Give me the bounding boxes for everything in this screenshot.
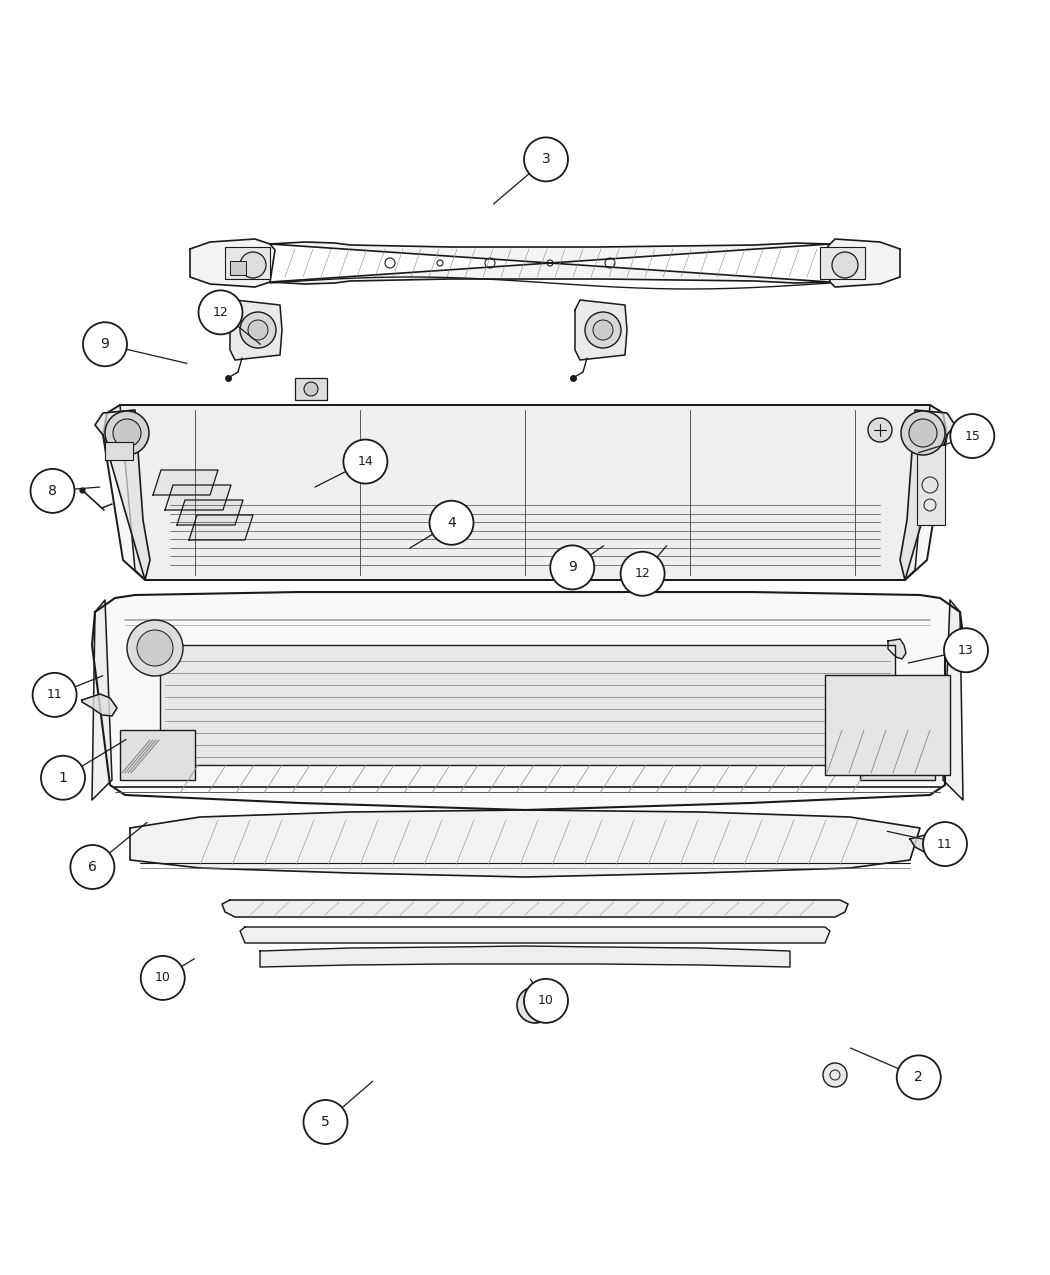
Circle shape xyxy=(593,320,613,340)
Circle shape xyxy=(868,418,892,442)
Bar xyxy=(917,445,945,525)
Circle shape xyxy=(303,1100,348,1144)
Circle shape xyxy=(113,419,141,448)
Polygon shape xyxy=(153,470,218,495)
Bar xyxy=(230,261,246,275)
Circle shape xyxy=(823,1063,847,1088)
Text: 13: 13 xyxy=(958,644,974,657)
Bar xyxy=(825,674,950,775)
Polygon shape xyxy=(240,927,830,944)
Polygon shape xyxy=(120,405,930,580)
Text: 5: 5 xyxy=(321,1116,330,1128)
Polygon shape xyxy=(103,405,947,580)
Circle shape xyxy=(33,673,77,717)
Polygon shape xyxy=(900,411,956,580)
Text: 9: 9 xyxy=(101,338,109,351)
Circle shape xyxy=(944,629,988,672)
Polygon shape xyxy=(888,639,906,659)
Circle shape xyxy=(105,411,149,455)
Text: 11: 11 xyxy=(937,838,953,850)
Text: 1: 1 xyxy=(59,771,67,784)
Bar xyxy=(160,645,895,765)
Polygon shape xyxy=(230,300,282,360)
Circle shape xyxy=(526,996,544,1014)
Polygon shape xyxy=(910,835,948,857)
Text: 9: 9 xyxy=(568,561,576,574)
Circle shape xyxy=(524,979,568,1023)
Circle shape xyxy=(832,252,858,278)
Polygon shape xyxy=(825,238,900,287)
Text: 14: 14 xyxy=(357,455,374,468)
Polygon shape xyxy=(260,946,790,966)
Text: 12: 12 xyxy=(634,567,651,580)
Circle shape xyxy=(240,312,276,348)
Circle shape xyxy=(83,323,127,366)
Circle shape xyxy=(127,620,183,676)
Circle shape xyxy=(30,469,75,513)
Bar xyxy=(105,442,133,460)
Circle shape xyxy=(141,956,185,1000)
Text: 10: 10 xyxy=(538,994,554,1007)
Text: 12: 12 xyxy=(212,306,229,319)
Polygon shape xyxy=(165,484,231,510)
Bar xyxy=(860,731,934,780)
Polygon shape xyxy=(92,601,112,799)
Text: 15: 15 xyxy=(964,430,981,442)
Circle shape xyxy=(198,291,243,334)
Polygon shape xyxy=(575,300,627,360)
Polygon shape xyxy=(92,592,963,810)
Bar xyxy=(225,247,270,279)
Circle shape xyxy=(70,845,114,889)
Circle shape xyxy=(621,552,665,595)
Bar xyxy=(120,731,195,780)
Polygon shape xyxy=(189,515,253,541)
Circle shape xyxy=(909,419,937,448)
Text: 4: 4 xyxy=(447,516,456,529)
Circle shape xyxy=(429,501,474,544)
Polygon shape xyxy=(943,601,963,799)
Text: 2: 2 xyxy=(915,1071,923,1084)
Circle shape xyxy=(343,440,387,483)
Circle shape xyxy=(923,822,967,866)
Polygon shape xyxy=(177,500,243,525)
Text: 8: 8 xyxy=(48,484,57,497)
Polygon shape xyxy=(270,242,830,284)
Text: 10: 10 xyxy=(154,972,171,984)
Circle shape xyxy=(240,252,266,278)
Circle shape xyxy=(550,546,594,589)
Text: 11: 11 xyxy=(46,688,63,701)
Circle shape xyxy=(901,411,945,455)
Circle shape xyxy=(897,1056,941,1099)
Circle shape xyxy=(585,312,621,348)
Polygon shape xyxy=(94,411,150,580)
Text: 6: 6 xyxy=(88,861,97,873)
Polygon shape xyxy=(82,694,117,717)
Circle shape xyxy=(517,987,553,1023)
Circle shape xyxy=(248,320,268,340)
Circle shape xyxy=(950,414,994,458)
Circle shape xyxy=(136,630,173,666)
Polygon shape xyxy=(190,238,275,287)
Circle shape xyxy=(41,756,85,799)
Text: 3: 3 xyxy=(542,153,550,166)
Circle shape xyxy=(524,138,568,181)
Bar xyxy=(295,377,327,400)
Circle shape xyxy=(304,382,318,397)
Bar xyxy=(820,247,865,279)
Circle shape xyxy=(156,972,174,989)
Polygon shape xyxy=(130,810,920,877)
Polygon shape xyxy=(222,900,848,917)
Circle shape xyxy=(147,963,183,998)
